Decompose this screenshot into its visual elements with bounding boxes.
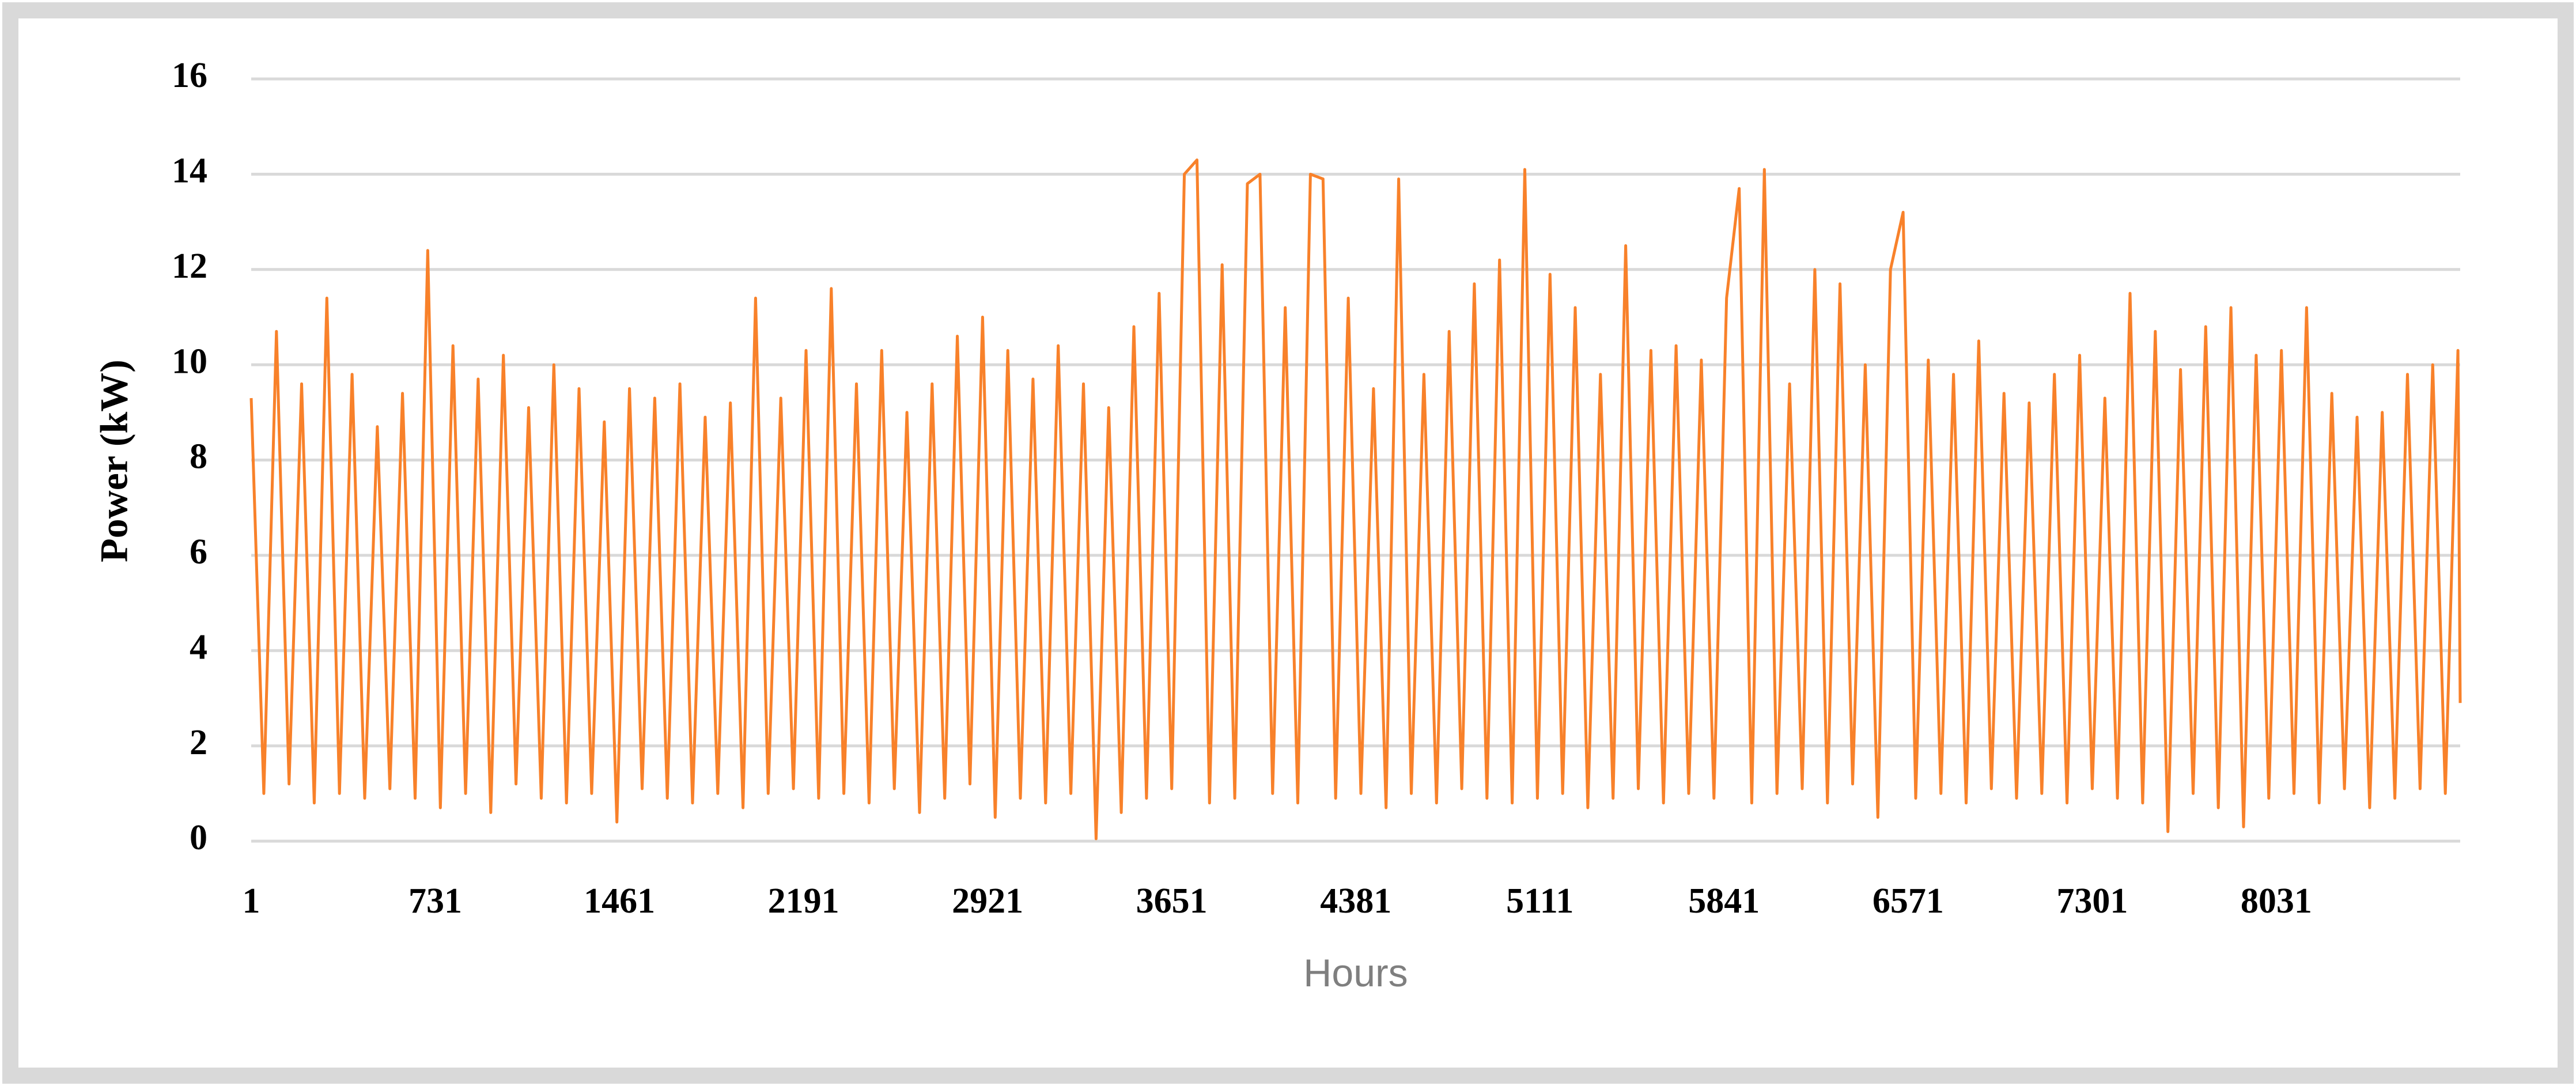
y-tick-label: 10 xyxy=(172,342,207,381)
x-tick-label: 8031 xyxy=(2241,881,2312,921)
y-tick-label: 0 xyxy=(190,818,207,857)
x-tick-label: 2191 xyxy=(768,881,839,921)
y-tick-label: 12 xyxy=(172,247,207,286)
y-tick-label: 8 xyxy=(190,437,207,476)
x-tick-label: 6571 xyxy=(1873,881,1944,921)
y-tick-label: 16 xyxy=(172,56,207,95)
y-tick-label: 2 xyxy=(190,723,207,762)
x-tick-label: 1461 xyxy=(584,881,655,921)
x-tick-label: 2921 xyxy=(952,881,1023,921)
y-tick-label: 14 xyxy=(172,152,207,191)
y-tick-label: 6 xyxy=(190,532,207,572)
x-tick-label: 3651 xyxy=(1136,881,1208,921)
x-tick-label: 4381 xyxy=(1320,881,1391,921)
x-tick-label: 7301 xyxy=(2056,881,2128,921)
data-line xyxy=(249,158,2462,841)
x-tick-label: 5841 xyxy=(1688,881,1760,921)
x-axis-title: Hours xyxy=(1303,951,1408,995)
x-tick-label: 1 xyxy=(243,881,260,921)
x-tick-label: 5111 xyxy=(1506,881,1573,921)
x-tick-label: 731 xyxy=(408,881,462,921)
y-tick-label: 4 xyxy=(190,627,207,667)
y-axis-title: Power (kW) xyxy=(92,360,136,562)
